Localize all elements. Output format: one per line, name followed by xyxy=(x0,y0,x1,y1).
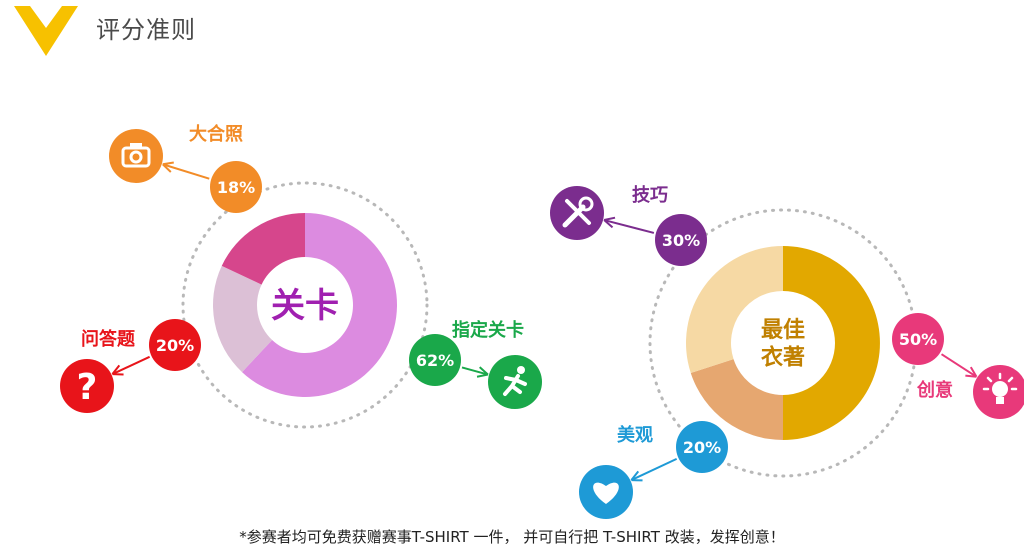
percent-label: 18% xyxy=(217,178,255,197)
lightbulb-icon xyxy=(973,365,1024,419)
center-label: 最佳 xyxy=(761,318,805,343)
donut-chart-1: 关卡 62% 指定关卡 20%? 问答题 18% 大合照 xyxy=(60,123,542,429)
percent-badge xyxy=(655,214,707,266)
arrow-head xyxy=(111,364,124,376)
percent-badge xyxy=(892,313,944,365)
slice-label: 问答题 xyxy=(81,328,136,350)
arrow-head xyxy=(603,216,616,229)
camera-icon xyxy=(109,129,163,183)
heart-icon xyxy=(579,465,633,519)
page-title: 评分准则 xyxy=(96,16,196,44)
slice-1-2 xyxy=(212,265,273,373)
callout-arrow xyxy=(164,163,210,180)
tools-icon xyxy=(550,186,604,240)
question-mark-icon: ? xyxy=(60,359,114,413)
arrow-head xyxy=(162,161,174,173)
percent-badge xyxy=(676,421,728,473)
percent-badge xyxy=(149,319,201,371)
slice-label: 指定关卡 xyxy=(452,319,524,341)
percent-label: 30% xyxy=(662,231,700,250)
center-label: 关卡 xyxy=(271,286,339,326)
percent-badge xyxy=(210,161,262,213)
chevron-down-icon xyxy=(14,6,78,56)
percent-label: 20% xyxy=(156,336,194,355)
center-label: 衣著 xyxy=(761,345,805,371)
callout-arrow xyxy=(113,355,151,375)
callout-arrow xyxy=(605,219,655,234)
slice-label: 创意 xyxy=(916,379,953,401)
slice-2-2 xyxy=(690,359,783,440)
running-man-icon xyxy=(488,355,542,409)
svg-text:?: ? xyxy=(77,367,98,408)
slice-1-3 xyxy=(221,213,305,285)
slice-label: 大合照 xyxy=(189,123,243,145)
arrow-head xyxy=(630,470,643,482)
footer-note: *参赛者均可免费获赠赛事T-SHIRT 一件， 并可自行把 T-SHIRT 改装… xyxy=(239,528,785,546)
slice-label: 技巧 xyxy=(632,184,668,206)
percent-label: 50% xyxy=(899,330,937,349)
arrow-head xyxy=(965,366,978,378)
callout-arrow xyxy=(461,366,487,376)
percent-badge xyxy=(409,334,461,386)
percent-label: 62% xyxy=(416,351,454,370)
slice-label: 美观 xyxy=(617,424,653,446)
slice-2-3 xyxy=(685,246,783,373)
callout-arrow xyxy=(940,353,976,377)
arrow-head xyxy=(476,366,489,378)
dotted-ring xyxy=(181,181,429,429)
slice-1-1 xyxy=(242,213,397,397)
percent-label: 20% xyxy=(683,438,721,457)
callout-arrow xyxy=(632,457,678,481)
slice-2-1 xyxy=(783,246,880,440)
